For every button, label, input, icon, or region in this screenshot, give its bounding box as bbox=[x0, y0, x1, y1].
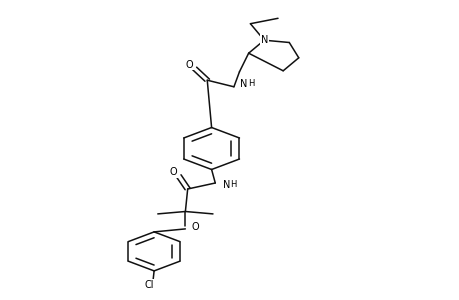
Text: N: N bbox=[240, 79, 247, 89]
Text: H: H bbox=[247, 79, 253, 88]
Text: N: N bbox=[260, 35, 267, 45]
Text: O: O bbox=[185, 60, 193, 70]
Text: O: O bbox=[169, 167, 176, 177]
Text: H: H bbox=[230, 180, 236, 189]
Text: Cl: Cl bbox=[145, 280, 154, 290]
Text: O: O bbox=[191, 222, 199, 233]
Text: N: N bbox=[223, 179, 230, 190]
